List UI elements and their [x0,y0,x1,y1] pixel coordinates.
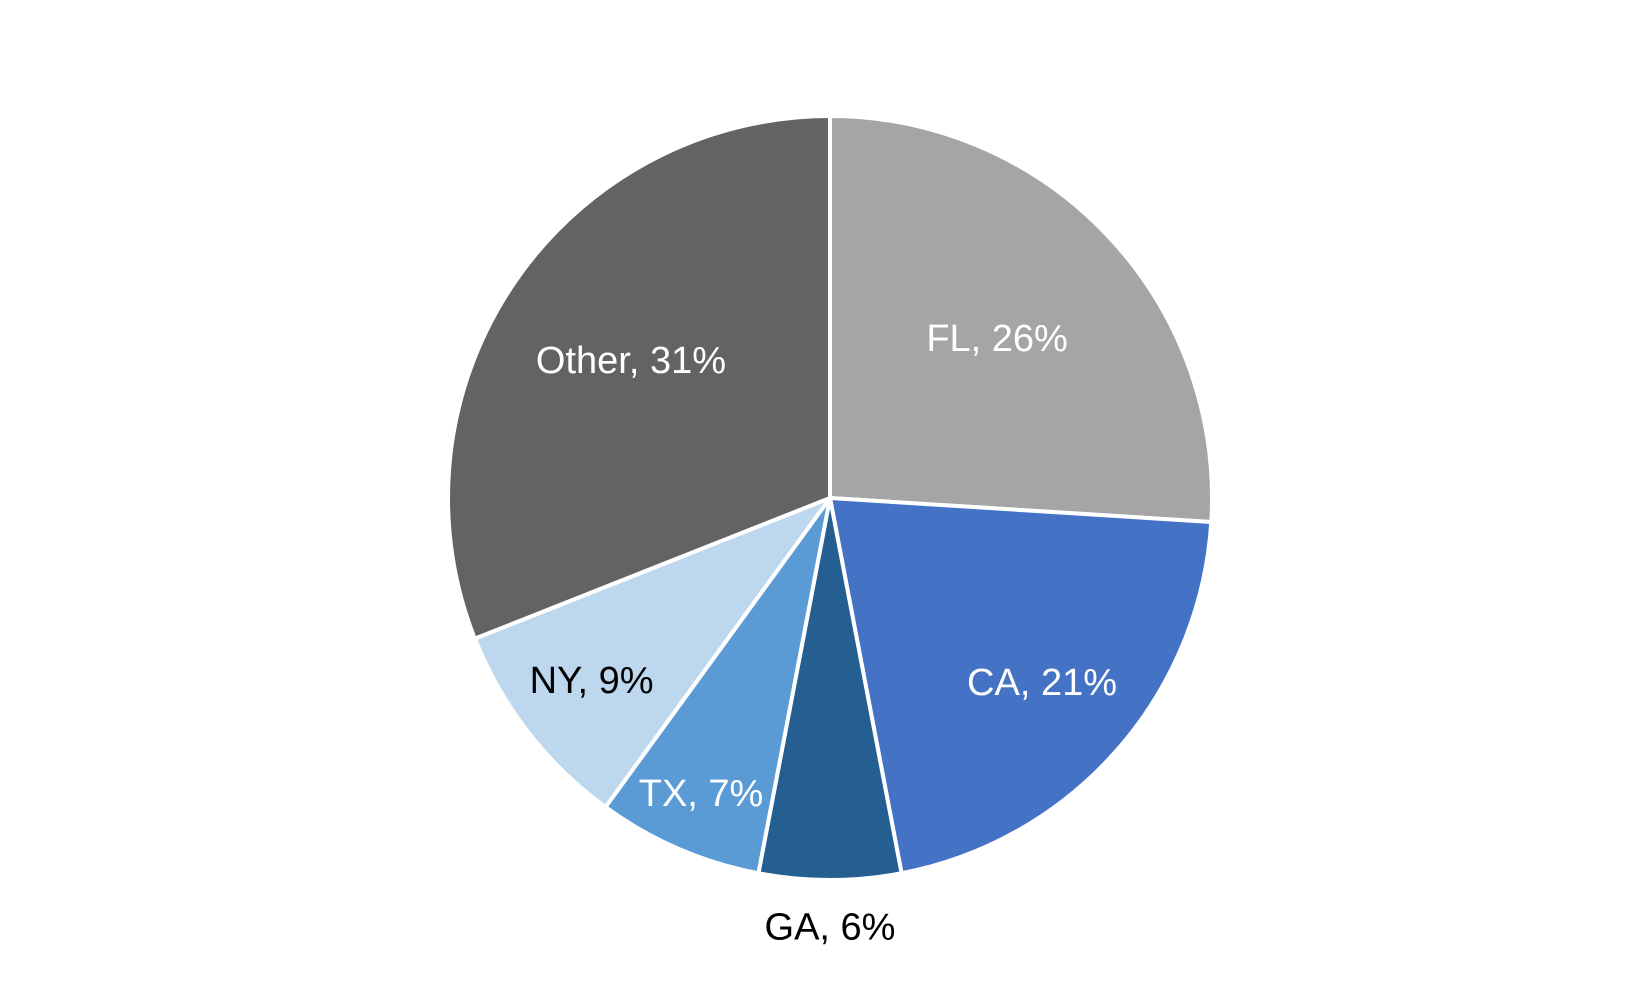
data-label: Other, 31% [536,340,726,382]
data-label: FL, 26% [926,318,1068,360]
data-label: NY, 9% [530,660,654,702]
data-label: GA, 6% [765,907,896,949]
data-label: TX, 7% [639,773,764,815]
pie-slice [756,496,904,882]
pie-slice [828,114,1214,524]
pie-slice [472,496,832,810]
pie-slice [603,496,832,876]
data-label: CA, 21% [967,662,1117,704]
pie-slice [446,114,832,641]
pie-slice [828,496,1214,876]
